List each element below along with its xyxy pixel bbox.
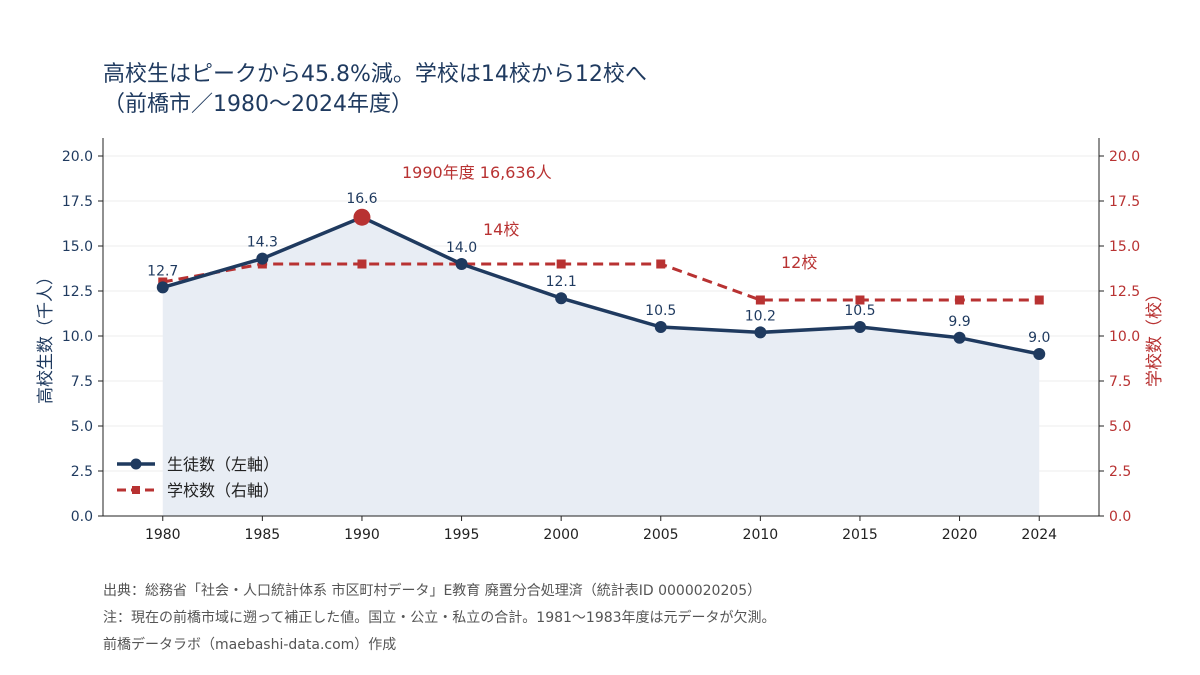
right-y-tick-label: 2.5 (1109, 464, 1131, 480)
x-tick-label: 2024 (1021, 527, 1057, 543)
students-point (555, 292, 568, 305)
footer-notes: 出典：総務省「社会・人口統計体系 市区町村データ」E教育 廃置分合処理済（統計表… (103, 580, 776, 661)
students-point (156, 281, 169, 294)
legend: 生徒数（左軸） 学校数（右軸） (117, 455, 279, 500)
left-y-tick-label: 5.0 (71, 419, 93, 435)
x-tick-label: 2005 (643, 527, 679, 543)
right-y-tick-label: 5.0 (1109, 419, 1131, 435)
schools-point (855, 295, 865, 305)
x-tick-label: 2020 (942, 527, 978, 543)
right-y-tick-label: 10.0 (1109, 329, 1140, 345)
x-tick-label: 1990 (344, 527, 380, 543)
peak-annotation: 1990年度 16,636人 (402, 163, 552, 182)
data-labels: 12.7 14.3 16.6 14.0 12.1 10.5 10.2 10.5 9.9 9.0 (147, 191, 1050, 346)
students-data-label: 12.7 (147, 263, 178, 279)
chart-title-line2: （前橋市／1980～2024年度） (103, 92, 413, 117)
chart-title-line1: 高校生はピークから45.8%減。学校は14校から12校へ (103, 62, 647, 87)
credit-note: 前橋データラボ（maebashi-data.com）作成 (103, 637, 397, 653)
students-data-label: 12.1 (546, 274, 577, 290)
data-note: 注：現在の前橋市域に遡って補正した値。国立・公立・私立の合計。1981～1983… (103, 610, 776, 626)
x-tick-label: 2015 (842, 527, 878, 543)
students-point (256, 252, 269, 265)
x-tick-label: 2010 (743, 527, 779, 543)
students-series (156, 208, 1046, 360)
schools-point (556, 259, 566, 269)
left-y-tick-label: 0.0 (71, 509, 93, 525)
right-y-tick-label: 17.5 (1109, 194, 1140, 210)
students-data-label: 10.5 (645, 303, 676, 319)
left-y-tick-label: 20.0 (62, 149, 93, 165)
students-data-label: 9.9 (948, 314, 970, 330)
left-y-tick-label: 2.5 (71, 464, 93, 480)
x-tick-label: 1985 (245, 527, 281, 543)
left-y-axis-label: 高校生数（千人） (36, 268, 56, 404)
x-tick-label: 2000 (543, 527, 579, 543)
students-peak-point (353, 208, 371, 226)
students-point (953, 331, 966, 344)
x-tick-label: 1995 (444, 527, 480, 543)
legend-schools-label: 学校数（右軸） (167, 481, 279, 500)
schools-line (162, 262, 1040, 302)
students-point (853, 321, 866, 333)
students-point (455, 258, 468, 270)
left-y-tick-label: 15.0 (62, 239, 93, 255)
left-y-axis-ticks: 0.0 2.5 5.0 7.5 10.0 12.5 15.0 17.5 20.0 (62, 149, 103, 525)
students-data-label: 10.2 (745, 308, 776, 324)
legend-students-marker (130, 458, 142, 470)
left-y-tick-label: 12.5 (62, 284, 93, 300)
schools-point (955, 295, 965, 305)
students-point (654, 321, 667, 333)
right-y-tick-label: 0.0 (1109, 509, 1131, 525)
right-y-tick-label: 20.0 (1109, 149, 1140, 165)
schools-point (755, 295, 765, 305)
x-axis-ticks: 1980 1985 1990 1995 2000 2005 2010 2015 2020 2024 (145, 516, 1057, 543)
students-area-fill (162, 217, 1040, 516)
students-point (1033, 348, 1046, 360)
right-y-tick-label: 7.5 (1109, 374, 1131, 390)
left-y-tick-label: 7.5 (71, 374, 93, 390)
left-y-tick-label: 17.5 (62, 194, 93, 210)
schools-12-annotation: 12校 (781, 253, 817, 272)
schools-14-annotation: 14校 (483, 220, 519, 239)
students-data-label: 10.5 (844, 303, 875, 319)
schools-point (357, 259, 367, 269)
students-point (754, 326, 767, 339)
right-y-tick-label: 12.5 (1109, 284, 1140, 300)
schools-point (1034, 295, 1044, 305)
legend-schools-marker (132, 486, 140, 494)
students-data-label: 14.3 (247, 235, 278, 251)
students-line (162, 215, 1040, 356)
students-data-label: 14.0 (446, 240, 477, 256)
students-data-label: 9.0 (1028, 330, 1050, 346)
right-y-axis-label: 学校数（校） (1145, 285, 1165, 387)
students-data-label: 16.6 (346, 191, 377, 207)
left-y-tick-label: 10.0 (62, 329, 93, 345)
right-y-tick-label: 15.0 (1109, 239, 1140, 255)
legend-students-label: 生徒数（左軸） (167, 455, 279, 474)
right-y-axis-ticks: 0.0 2.5 5.0 7.5 10.0 12.5 15.0 17.5 20.0 (1099, 149, 1140, 525)
schools-point (656, 259, 666, 269)
source-note: 出典：総務省「社会・人口統計体系 市区町村データ」E教育 廃置分合処理済（統計表… (103, 583, 762, 599)
chart-title: 高校生はピークから45.8%減。学校は14校から12校へ （前橋市／1980～2… (103, 60, 647, 120)
x-tick-label: 1980 (145, 527, 181, 543)
